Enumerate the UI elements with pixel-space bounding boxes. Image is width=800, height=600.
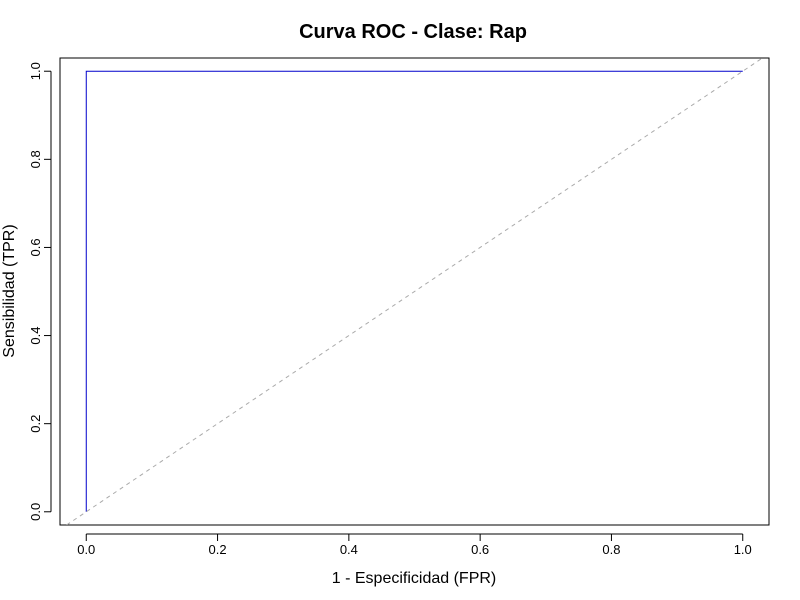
series-layer xyxy=(65,58,764,525)
x-tick-label: 0.4 xyxy=(340,542,358,557)
y-tick-label: 0.0 xyxy=(28,503,43,521)
y-axis-label: Sensibilidad (TPR) xyxy=(1,224,18,357)
plot-frame xyxy=(59,57,770,526)
y-axis: 0.0 0.2 0.4 0.6 0.8 1.0 xyxy=(28,62,52,521)
x-tick-label: 1.0 xyxy=(734,542,752,557)
y-tick-label: 0.8 xyxy=(28,150,43,168)
x-tick-label: 0.8 xyxy=(602,542,620,557)
y-tick-label: 0.6 xyxy=(28,238,43,256)
x-axis: 0.0 0.2 0.4 0.6 0.8 1.0 xyxy=(77,533,752,557)
x-tick-label: 0.0 xyxy=(77,542,95,557)
x-tick-label: 0.6 xyxy=(471,542,489,557)
x-tick-label: 0.2 xyxy=(209,542,227,557)
x-axis-label: 1 - Especificidad (FPR) xyxy=(332,570,497,587)
chart-title: Curva ROC - Clase: Rap xyxy=(299,21,527,43)
y-tick-label: 0.4 xyxy=(28,327,43,345)
roc-curve-line xyxy=(85,70,743,512)
reference-diagonal-line xyxy=(65,58,764,525)
y-tick-label: 0.2 xyxy=(28,415,43,433)
y-tick-label: 1.0 xyxy=(28,62,43,80)
